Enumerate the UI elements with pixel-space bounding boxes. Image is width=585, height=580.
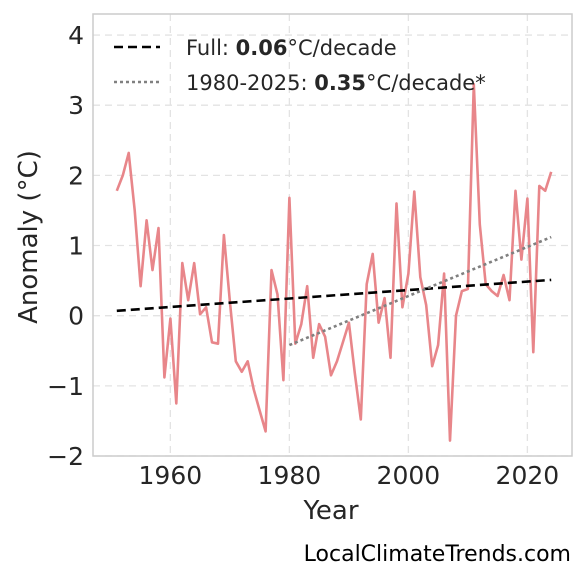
y-tick-label: 3 <box>68 91 84 120</box>
trend-line-recent <box>288 235 552 347</box>
y-tick-label: 0 <box>68 302 84 331</box>
y-tick-label: 1 <box>68 232 84 261</box>
x-axis-title: Year <box>302 496 358 526</box>
y-tick-label: 4 <box>68 21 84 50</box>
site-credit: LocalClimateTrends.com <box>304 542 571 567</box>
trend-line-full <box>116 278 552 313</box>
legend-label-recent: 1980-2025: 0.35°C/decade* <box>186 71 486 95</box>
x-tick-label: 2020 <box>496 461 560 490</box>
x-tick-label: 2000 <box>377 461 441 490</box>
y-tick-label: 2 <box>68 161 84 190</box>
x-tick-labels: 1960 1980 2000 2020 <box>139 461 560 490</box>
legend-label-full-suffix: °C/decade <box>288 36 397 60</box>
legend-label-full: Full: 0.06°C/decade <box>186 36 397 60</box>
legend-label-recent-suffix: °C/decade* <box>366 71 486 95</box>
legend-label-full-value: 0.06 <box>236 36 288 60</box>
y-tick-label: −1 <box>47 372 84 401</box>
x-tick-label: 1980 <box>258 461 322 490</box>
series-layer <box>115 82 553 442</box>
anomaly-series-line <box>115 82 553 442</box>
legend-label-recent-value: 0.35 <box>314 71 366 95</box>
legend: Full: 0.06°C/decade 1980-2025: 0.35°C/de… <box>114 36 486 95</box>
y-tick-labels: −2 −1 0 1 2 3 4 <box>47 21 84 471</box>
legend-label-full-prefix: Full: <box>186 36 236 60</box>
plot-frame <box>92 13 573 457</box>
legend-label-recent-prefix: 1980-2025: <box>186 71 314 95</box>
y-tick-label: −2 <box>47 442 84 471</box>
y-axis-title: Anomaly (°C) <box>14 150 44 324</box>
x-tick-label: 1960 <box>139 461 203 490</box>
